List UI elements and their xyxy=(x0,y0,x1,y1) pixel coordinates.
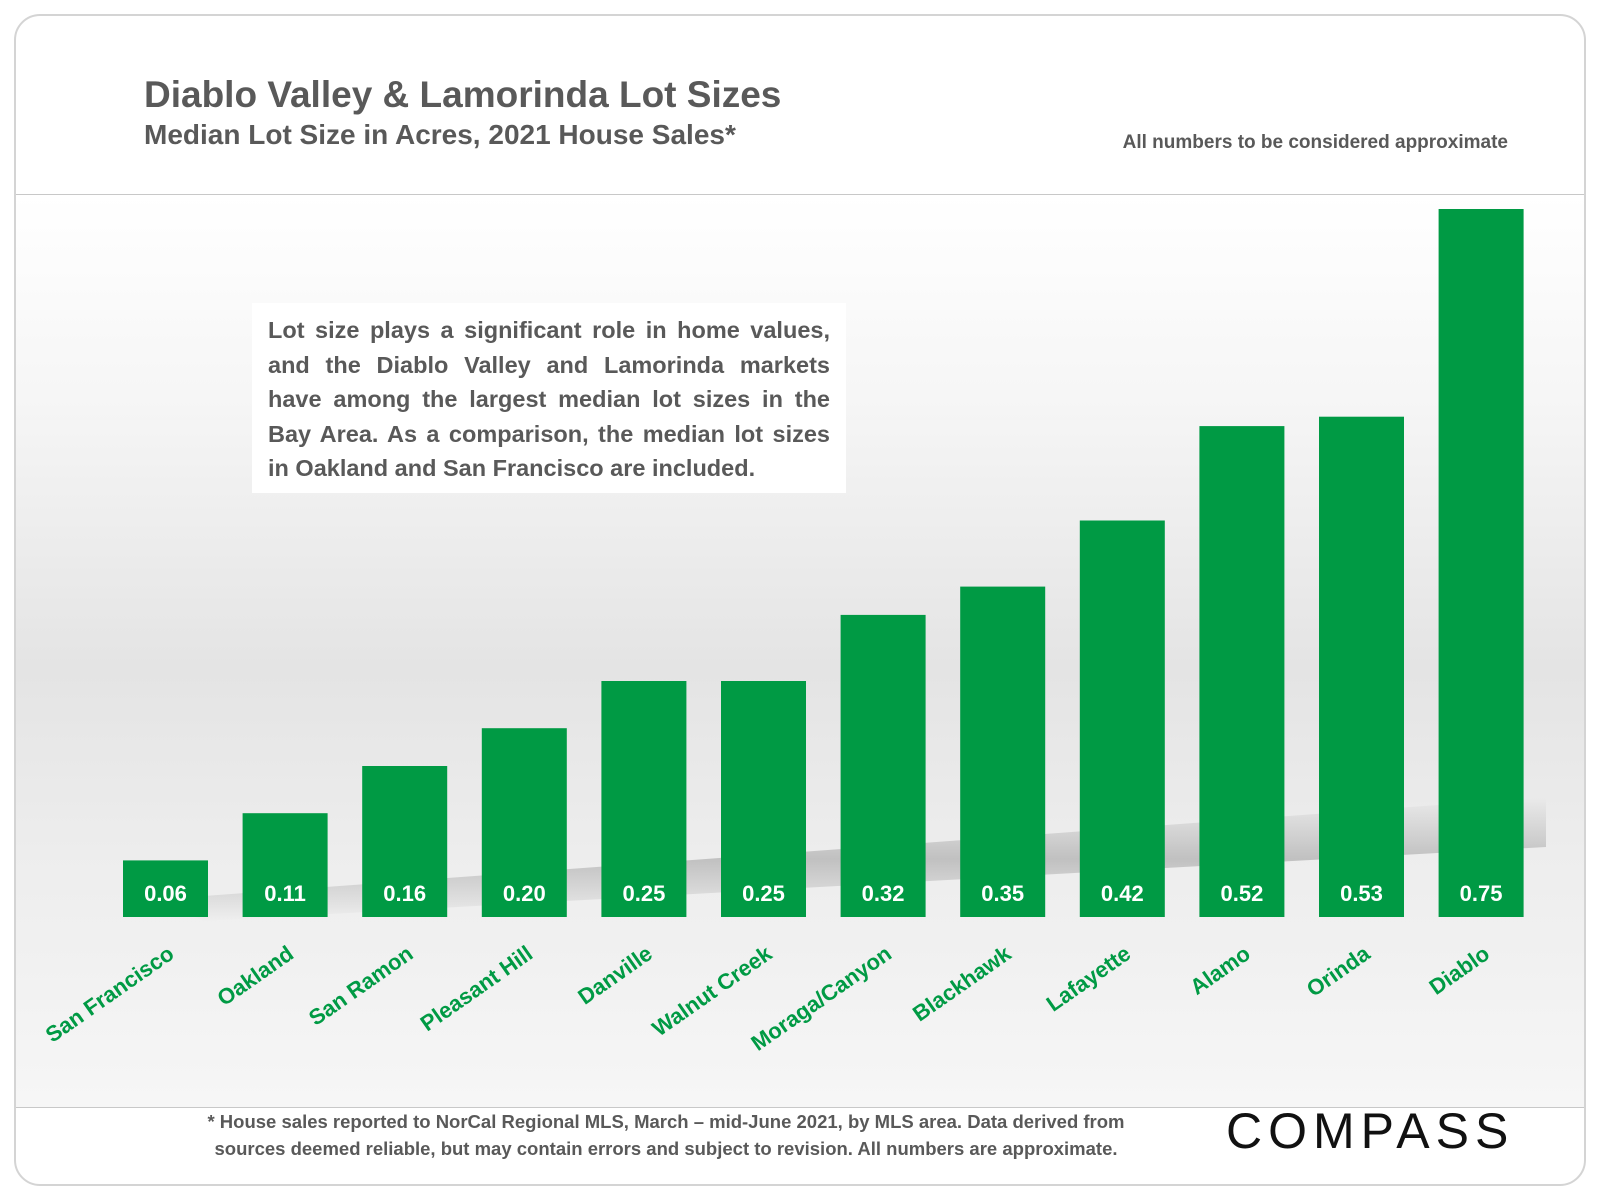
bar xyxy=(1438,209,1524,917)
bar-chart: 0.06 0.11 0.16 0.20 0.25 0.25 0.32 0.35 0.42 0.52… xyxy=(41,209,1546,1056)
footnote-line-1: * House sales reported to NorCal Regiona… xyxy=(207,1111,1125,1132)
bar xyxy=(242,813,328,917)
bar-value-label: 0.06 xyxy=(144,881,187,906)
footnote: * House sales reported to NorCal Regiona… xyxy=(126,1108,1206,1162)
bar-value-label: 0.35 xyxy=(981,881,1024,906)
category-label: San Ramon xyxy=(304,941,417,1031)
bar-value-label: 0.52 xyxy=(1220,881,1263,906)
plot-area: 0.06 0.11 0.16 0.20 0.25 0.25 0.32 0.35 0.42 0.52… xyxy=(16,194,1584,1108)
chart-title: Diablo Valley & Lamorinda Lot Sizes xyxy=(144,74,782,115)
footnote-line-2: sources deemed reliable, but may contain… xyxy=(214,1138,1118,1159)
category-label: Diablo xyxy=(1425,941,1494,1000)
category-label: Pleasant Hill xyxy=(416,941,538,1037)
bar-value-label: 0.16 xyxy=(383,881,426,906)
category-label: Danville xyxy=(573,941,656,1010)
category-label: Orinda xyxy=(1302,940,1375,1002)
category-label: Alamo xyxy=(1185,941,1254,1000)
bar xyxy=(721,681,806,917)
category-label: Oakland xyxy=(213,941,298,1011)
bars xyxy=(123,209,1524,917)
category-label: Lafayette xyxy=(1042,941,1135,1017)
bar xyxy=(601,681,687,917)
bar-value-label: 0.42 xyxy=(1101,881,1144,906)
bar xyxy=(362,766,448,917)
bar-value-label: 0.20 xyxy=(503,881,546,906)
bar xyxy=(1199,426,1285,917)
compass-logo: COMPASS xyxy=(1226,1103,1514,1159)
category-label: Walnut Creek xyxy=(648,940,777,1041)
chart-subtitle: Median Lot Size in Acres, 2021 House Sal… xyxy=(144,119,736,150)
bar xyxy=(960,586,1046,917)
bar xyxy=(1319,416,1404,917)
bar-value-label: 0.32 xyxy=(862,881,905,906)
bar-value-label: 0.75 xyxy=(1460,881,1503,906)
category-label: Blackhawk xyxy=(908,940,1016,1026)
logo-wordmark: COMPASS xyxy=(1226,1103,1514,1159)
bar-value-label: 0.11 xyxy=(264,881,306,906)
bar-value-label: 0.25 xyxy=(622,881,665,906)
category-label: San Francisco xyxy=(41,941,179,1048)
info-text-box: Lot size plays a significant role in hom… xyxy=(252,303,846,493)
chart-frame: Diablo Valley & Lamorinda Lot Sizes Medi… xyxy=(14,14,1586,1186)
bar xyxy=(1079,520,1165,917)
bar xyxy=(840,614,926,917)
bar-value-label: 0.53 xyxy=(1340,881,1383,906)
value-labels: 0.06 0.11 0.16 0.20 0.25 0.25 0.32 0.35 0.42 0.52… xyxy=(144,881,1502,906)
bar xyxy=(123,860,208,917)
bar xyxy=(481,728,567,917)
approximate-note: All numbers to be considered approximate xyxy=(1122,132,1508,153)
bar-value-label: 0.25 xyxy=(742,881,785,906)
